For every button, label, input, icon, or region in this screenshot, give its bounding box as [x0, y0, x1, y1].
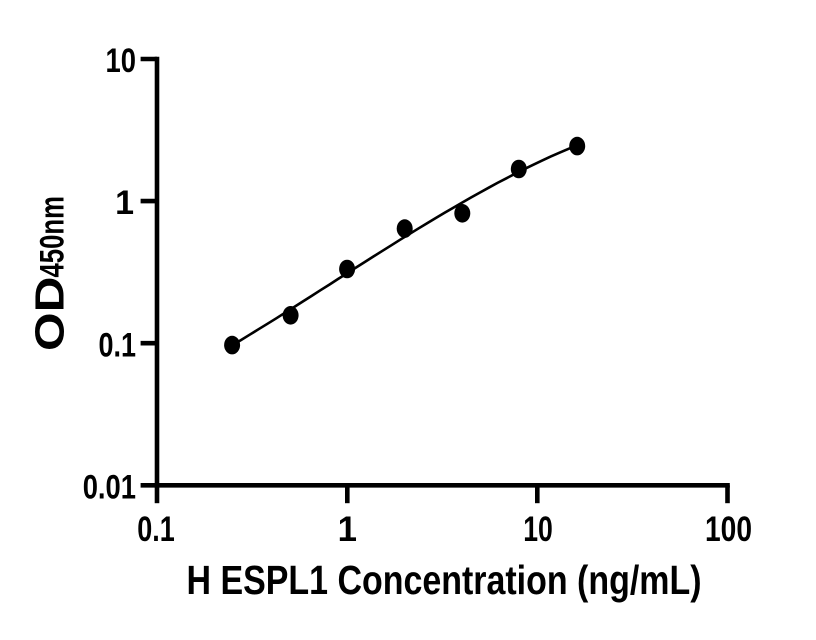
svg-text:10: 10	[106, 42, 137, 80]
svg-text:450nm: 450nm	[34, 196, 72, 278]
svg-text:OD: OD	[27, 277, 73, 352]
svg-text:0.1: 0.1	[99, 326, 137, 364]
svg-text:100: 100	[705, 510, 752, 549]
svg-text:H ESPL1 Concentration (ng/mL): H ESPL1 Concentration (ng/mL)	[187, 557, 702, 603]
svg-text:1: 1	[115, 184, 134, 222]
svg-text:0.01: 0.01	[83, 468, 136, 506]
svg-text:1: 1	[338, 510, 357, 549]
svg-text:10: 10	[523, 510, 553, 549]
svg-text:0.1: 0.1	[137, 510, 175, 549]
